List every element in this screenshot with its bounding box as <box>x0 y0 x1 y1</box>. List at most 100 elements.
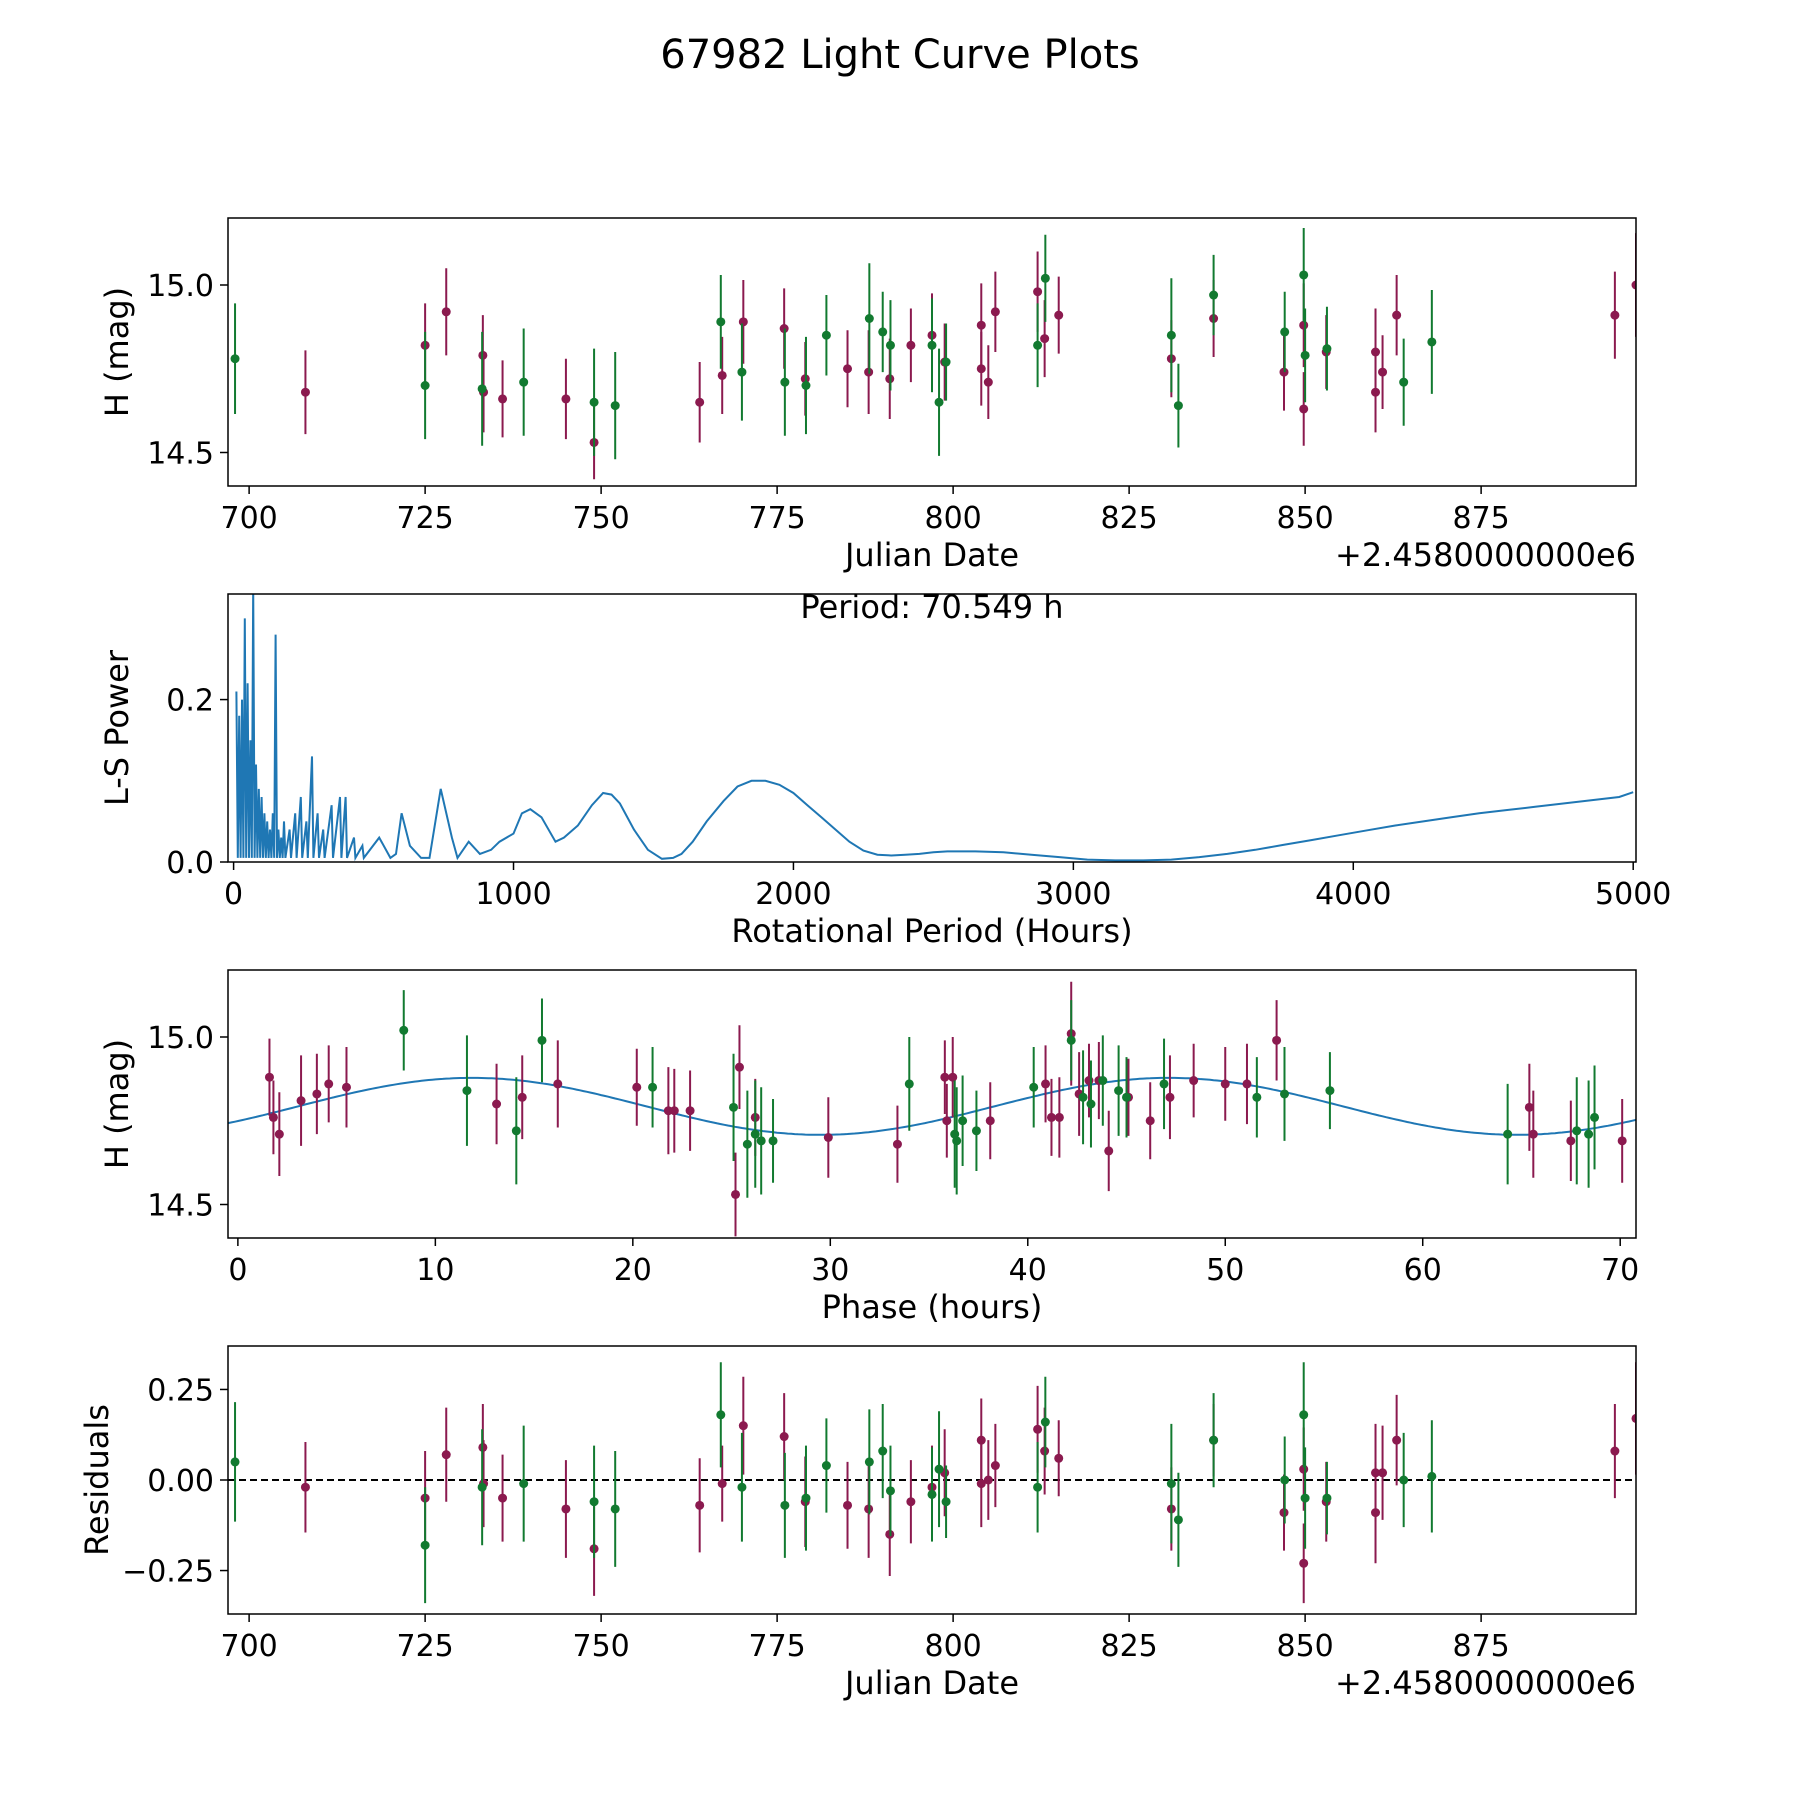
data-point <box>1145 1116 1155 1126</box>
data-point <box>511 1126 521 1136</box>
lightcurve-x-label: Julian Date <box>843 536 1019 574</box>
x-tick-label: 2000 <box>755 877 831 912</box>
x-tick-label: 0 <box>224 877 243 912</box>
data-point <box>420 381 430 390</box>
x-tick-label: 60 <box>1404 1253 1442 1288</box>
data-point <box>821 1461 831 1471</box>
periodogram-panel: Period: 70.549 h0 1000 2000 3000 4000 50000.0… <box>98 588 1671 950</box>
x-tick-label: 40 <box>1009 1253 1047 1288</box>
data-point <box>801 381 811 390</box>
residuals-panel: 700 725 750 775 800 825 850 875 −0.25 0.00 0.25 Jul… <box>78 1345 1637 1702</box>
data-point <box>742 1139 752 1149</box>
data-point <box>1122 1092 1132 1102</box>
data-point <box>1427 1471 1437 1481</box>
data-point <box>1299 270 1309 280</box>
data-point <box>983 1475 993 1485</box>
data-point <box>737 367 747 377</box>
data-point <box>716 1410 726 1420</box>
y-tick-label: −0.25 <box>122 1555 214 1590</box>
data-point <box>971 1126 981 1136</box>
data-point <box>878 1446 888 1456</box>
x-tick-label: 50 <box>1206 1253 1244 1288</box>
data-point <box>498 394 508 404</box>
x-tick-label: 800 <box>924 501 981 536</box>
data-point <box>985 1116 995 1126</box>
data-point <box>441 1450 451 1460</box>
data-point <box>906 1497 916 1507</box>
data-point <box>927 340 937 350</box>
data-point <box>1378 1468 1388 1478</box>
data-point <box>750 1129 760 1139</box>
lightcurve-y-label: H (mag) <box>98 287 136 417</box>
data-point <box>941 1497 951 1507</box>
data-point <box>695 397 705 407</box>
data-point <box>1252 1092 1262 1102</box>
data-point <box>1279 1089 1289 1099</box>
data-point <box>441 307 451 317</box>
y-tick-label: 15.0 <box>147 269 214 304</box>
data-point <box>1086 1099 1096 1109</box>
x-tick-label: 775 <box>748 501 805 536</box>
data-point <box>1033 287 1043 297</box>
data-point <box>1572 1126 1582 1136</box>
data-point <box>731 1189 741 1199</box>
data-point <box>264 1072 274 1082</box>
data-point <box>734 1062 744 1072</box>
data-point <box>1392 310 1402 320</box>
data-point <box>821 330 831 340</box>
data-point <box>1242 1079 1252 1089</box>
data-point <box>934 1464 944 1474</box>
data-point <box>1209 290 1219 300</box>
data-point <box>1029 1082 1039 1092</box>
data-point <box>1166 1479 1176 1489</box>
x-tick-label: 775 <box>748 1629 805 1664</box>
data-point <box>498 1493 508 1503</box>
lightcurve-series-g <box>230 228 1437 460</box>
data-point <box>1054 1453 1064 1463</box>
x-tick-label: 725 <box>396 1629 453 1664</box>
data-point <box>648 1082 658 1092</box>
data-point <box>1220 1079 1230 1089</box>
data-point <box>1631 1413 1636 1423</box>
data-point <box>1040 1417 1050 1427</box>
data-point <box>1078 1092 1088 1102</box>
x-tick-label: 5000 <box>1595 877 1671 912</box>
lightcurve-series-r <box>300 233 1636 480</box>
data-point <box>1173 401 1183 411</box>
y-tick-label: 0.0 <box>166 846 214 881</box>
data-point <box>1378 367 1388 377</box>
data-point <box>768 1136 778 1146</box>
x-tick-label: 1000 <box>475 877 551 912</box>
data-point <box>1280 327 1290 337</box>
data-point <box>1300 1493 1310 1503</box>
lightcurve-offset-text: +2.4580000000e6 <box>1335 536 1636 574</box>
data-point <box>300 387 310 397</box>
data-point <box>780 377 790 387</box>
data-point <box>885 340 895 350</box>
data-point <box>519 1479 529 1489</box>
data-point <box>864 1457 874 1467</box>
data-point <box>1173 1515 1183 1525</box>
data-point <box>983 377 993 387</box>
data-point <box>1503 1129 1513 1139</box>
data-point <box>341 1082 351 1092</box>
periodogram-frame <box>227 593 1637 863</box>
data-point <box>1590 1112 1600 1122</box>
data-point <box>312 1089 322 1099</box>
data-point <box>1046 1112 1056 1122</box>
data-point <box>477 384 487 394</box>
residuals-y-label: Residuals <box>78 1404 116 1556</box>
data-point <box>780 1500 790 1510</box>
lightcurve-plot-area <box>230 228 1636 480</box>
figure-title: 67982 Light Curve Plots <box>660 32 1139 78</box>
lightcurve-panel: 700 725 750 775 800 825 850 875 14.5 15.0 Julian D… <box>98 217 1637 574</box>
data-point <box>420 1540 430 1550</box>
data-point <box>492 1099 502 1109</box>
data-point <box>462 1086 472 1096</box>
data-point <box>952 1136 962 1146</box>
data-point <box>1325 1086 1335 1096</box>
y-tick-label: 15.0 <box>147 1021 214 1056</box>
data-point <box>737 1482 747 1492</box>
data-point <box>941 357 951 367</box>
